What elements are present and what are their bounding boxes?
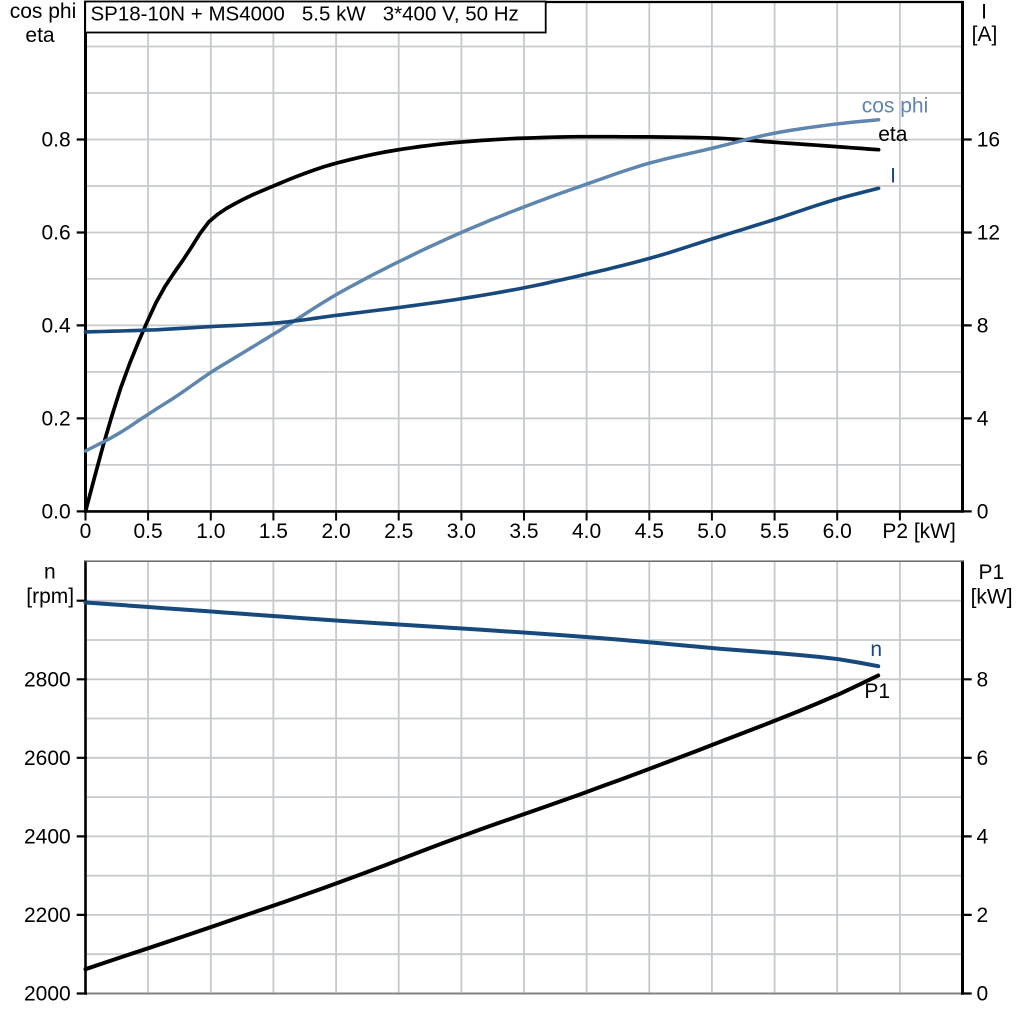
svg-text:5.0: 5.0 xyxy=(697,520,726,543)
svg-text:[kW]: [kW] xyxy=(971,585,1013,608)
svg-text:0.2: 0.2 xyxy=(41,408,70,431)
svg-text:4: 4 xyxy=(977,408,989,431)
svg-text:16: 16 xyxy=(977,129,1000,152)
svg-text:n: n xyxy=(44,561,56,584)
svg-text:1.0: 1.0 xyxy=(196,520,225,543)
svg-text:0: 0 xyxy=(80,520,92,543)
svg-text:eta: eta xyxy=(878,123,908,146)
svg-text:4.5: 4.5 xyxy=(635,520,664,543)
svg-text:[rpm]: [rpm] xyxy=(26,585,74,608)
svg-text:3.0: 3.0 xyxy=(447,520,476,543)
svg-text:0.5: 0.5 xyxy=(133,520,162,543)
svg-text:6.0: 6.0 xyxy=(823,520,852,543)
svg-text:0.4: 0.4 xyxy=(41,315,71,338)
svg-text:2.5: 2.5 xyxy=(384,520,413,543)
svg-text:6: 6 xyxy=(977,747,989,770)
svg-text:n: n xyxy=(870,638,882,661)
svg-text:I: I xyxy=(890,164,896,187)
svg-text:4: 4 xyxy=(977,826,989,849)
svg-text:2: 2 xyxy=(977,904,989,927)
svg-text:2000: 2000 xyxy=(24,983,71,1006)
svg-text:P1: P1 xyxy=(864,680,890,703)
svg-text:0: 0 xyxy=(977,501,989,524)
svg-text:2600: 2600 xyxy=(24,747,71,770)
svg-text:0.8: 0.8 xyxy=(41,129,70,152)
svg-text:3.5: 3.5 xyxy=(509,520,538,543)
svg-text:P2 [kW]: P2 [kW] xyxy=(882,520,956,543)
svg-text:0.6: 0.6 xyxy=(41,222,70,245)
svg-text:2400: 2400 xyxy=(24,826,71,849)
svg-text:0: 0 xyxy=(977,983,989,1006)
svg-text:12: 12 xyxy=(977,222,1000,245)
svg-text:[A]: [A] xyxy=(972,23,998,46)
svg-text:2200: 2200 xyxy=(24,904,71,927)
svg-text:P1: P1 xyxy=(979,561,1005,584)
svg-text:SP18-10N + MS4000 5.5 kW 3: SP18-10N + MS4000 5.5 kW 3*400 V, 50 Hz xyxy=(91,3,519,26)
svg-text:2.0: 2.0 xyxy=(321,520,350,543)
svg-text:8: 8 xyxy=(977,669,989,692)
svg-text:cos phi: cos phi xyxy=(862,95,929,118)
svg-text:8: 8 xyxy=(977,315,989,338)
svg-text:5.5: 5.5 xyxy=(760,520,789,543)
svg-text:4.0: 4.0 xyxy=(572,520,601,543)
svg-text:eta: eta xyxy=(25,24,55,47)
svg-text:I: I xyxy=(981,0,987,23)
svg-text:0.0: 0.0 xyxy=(41,501,70,524)
svg-text:1.5: 1.5 xyxy=(259,520,288,543)
svg-text:2800: 2800 xyxy=(24,669,71,692)
svg-text:cos phi: cos phi xyxy=(10,0,77,23)
